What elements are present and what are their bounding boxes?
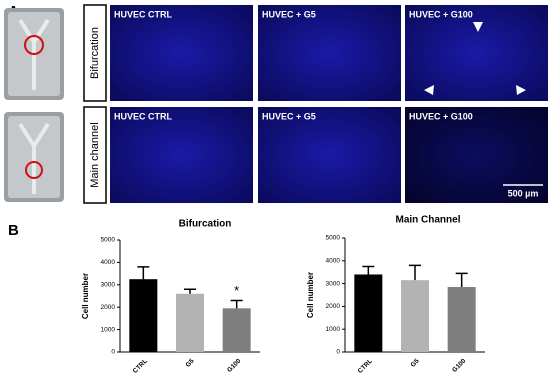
y-tick-label: 5000 [101, 237, 116, 244]
y-tick-label: 1000 [101, 326, 116, 333]
x-tick-label: CTRL [357, 358, 374, 375]
y-tick-label: 3000 [326, 280, 341, 287]
y-tick-label: 0 [336, 349, 340, 356]
micrograph [258, 5, 401, 101]
error-bar [455, 272, 468, 288]
y-tick-label: 3000 [101, 282, 116, 289]
chip-photo [4, 8, 64, 100]
significance: * [234, 283, 239, 298]
bar [222, 308, 251, 352]
y-axis-label: Cell number [306, 272, 315, 318]
bar [354, 274, 383, 352]
micrograph [405, 5, 548, 101]
y-tick-label: 2000 [101, 304, 116, 311]
bar [401, 280, 429, 352]
arrowhead [424, 85, 434, 95]
y-tick-label: 4000 [101, 259, 116, 266]
micrograph [110, 107, 253, 203]
bar [176, 293, 204, 352]
error-bar [230, 299, 243, 309]
error-bar [137, 266, 150, 280]
x-tick-label: CTRL [132, 358, 149, 375]
y-tick-label: 2000 [326, 303, 341, 310]
arrowhead [516, 85, 526, 95]
y-tick-label: 4000 [326, 258, 341, 265]
error-bar [184, 288, 196, 294]
y-axis-label: Cell number [81, 273, 90, 319]
image-label: HUVEC CTRL [114, 9, 173, 19]
chip-photo [4, 112, 64, 202]
image-label: HUVEC + G100 [409, 9, 473, 19]
error-bar [362, 265, 375, 275]
row-label: Main channel [89, 122, 101, 187]
row-label: Bifurcation [89, 27, 101, 79]
bar [129, 279, 158, 352]
micrograph [405, 107, 548, 203]
scale-bar-label: 500 µm [508, 188, 539, 198]
error-bar [409, 264, 421, 281]
image-label: HUVEC + G100 [409, 111, 473, 121]
x-tick-label: G5 [410, 357, 421, 368]
image-label: HUVEC + G5 [262, 9, 316, 19]
image-label: HUVEC CTRL [114, 111, 173, 121]
y-tick-label: 0 [111, 349, 115, 356]
micrograph [110, 5, 253, 101]
y-tick-label: 5000 [326, 235, 341, 242]
panel-label: B [8, 222, 19, 239]
x-tick-label: G5 [185, 357, 196, 368]
micrograph [258, 107, 401, 203]
bar [447, 287, 476, 352]
chart-title: Main Channel [395, 215, 460, 226]
y-tick-label: 1000 [326, 326, 341, 333]
image-label: HUVEC + G5 [262, 111, 316, 121]
arrowhead [473, 22, 483, 32]
row-label-box [83, 4, 107, 204]
x-tick-label: G100 [451, 357, 467, 373]
x-tick-label: G100 [226, 357, 242, 373]
chart-title: Bifurcation [179, 219, 232, 230]
